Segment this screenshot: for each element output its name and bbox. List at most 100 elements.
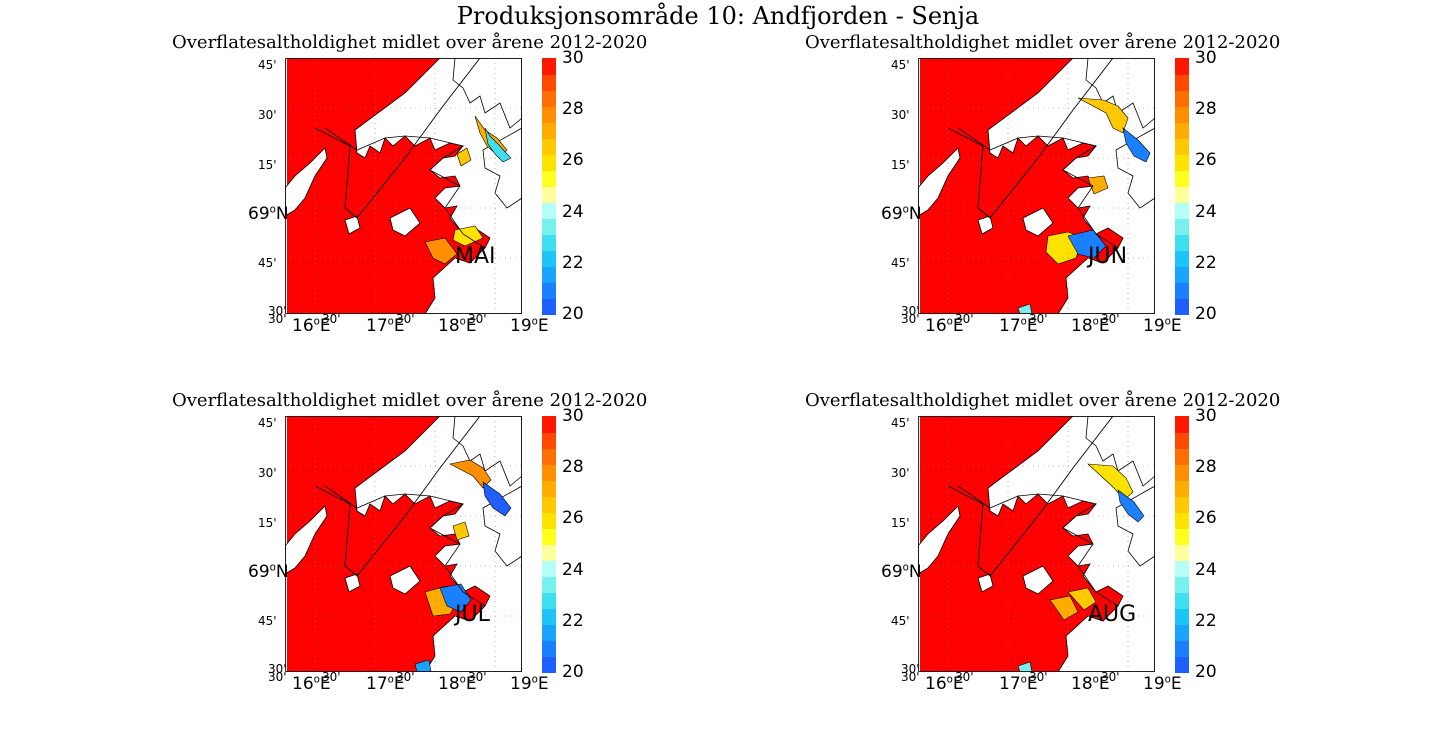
- colorbar-segment: [542, 250, 556, 267]
- lon-label-18e: 18oE: [438, 674, 477, 694]
- lon-label-19e: 19oE: [510, 316, 549, 336]
- lon-label-16e: 16oE: [292, 674, 331, 694]
- lat-label: 15': [891, 158, 910, 172]
- lon-label: 30': [268, 312, 287, 326]
- lat-label: 45': [891, 58, 910, 72]
- colorbar-tick-label: 30: [562, 48, 584, 68]
- lon-label-18e: 18oE: [1071, 674, 1110, 694]
- lat-label: 15': [891, 516, 910, 530]
- lat-label: 45': [258, 58, 277, 72]
- panel-mai-title: Overflatesaltholdighet midlet over årene…: [172, 32, 648, 53]
- colorbar-tick-label: 30: [1195, 406, 1217, 426]
- colorbar-segment: [542, 656, 556, 673]
- colorbar-segment: [1175, 464, 1189, 481]
- lon-label: 30': [901, 670, 920, 684]
- colorbar-tick-label: 20: [562, 304, 584, 324]
- colorbar-segment: [542, 544, 556, 561]
- colorbar-tick-label: 22: [1195, 252, 1217, 273]
- panel-mai-colorbar: [542, 58, 556, 315]
- map-frame: [918, 416, 1155, 672]
- colorbar-segment: [542, 624, 556, 641]
- lon-label-17e: 17oE: [999, 316, 1038, 336]
- colorbar-tick-label: 20: [562, 662, 584, 682]
- colorbar-tick-label: 24: [562, 201, 584, 222]
- colorbar-tick-label: 28: [1195, 457, 1217, 478]
- colorbar-segment: [542, 234, 556, 251]
- colorbar-tick-label: 20: [1195, 662, 1217, 682]
- lat-label: 45': [891, 256, 910, 270]
- colorbar-tick-label: 26: [562, 150, 584, 171]
- lon-label-19e: 19oE: [510, 674, 549, 694]
- colorbar-segment: [542, 512, 556, 529]
- lon-label: 30': [268, 670, 287, 684]
- lat-label: 30': [258, 466, 277, 480]
- lat-label: 30': [891, 466, 910, 480]
- lon-label: 30': [1029, 312, 1048, 326]
- panel-jun-colorbar: [1175, 58, 1189, 315]
- lon-label: 30': [322, 312, 341, 326]
- colorbar-segment: [1175, 576, 1189, 593]
- colorbar-segment: [1175, 432, 1189, 449]
- colorbar-segment: [1175, 608, 1189, 625]
- fjord-salinity-4: [1017, 661, 1033, 672]
- colorbar-segment: [542, 480, 556, 497]
- colorbar-segment: [1175, 218, 1189, 235]
- panel-mai-map: [285, 58, 522, 314]
- colorbar-segment: [1175, 234, 1189, 251]
- colorbar-segment: [1175, 266, 1189, 283]
- colorbar-segment: [1175, 58, 1189, 75]
- land-mass-4: [389, 565, 421, 595]
- lon-label: 30': [322, 670, 341, 684]
- land-mass-1: [285, 147, 328, 217]
- lon-label-17e: 17oE: [366, 316, 405, 336]
- fjord-salinity-0: [1077, 97, 1129, 134]
- colorbar-segment: [1175, 122, 1189, 139]
- colorbar-tick-label: 30: [562, 406, 584, 426]
- lat-label: 30': [268, 662, 287, 676]
- lat-label: 30': [268, 304, 287, 318]
- colorbar-segment: [1175, 106, 1189, 123]
- fjord-salinity-1: [1117, 489, 1145, 523]
- lat-label: 45': [891, 416, 910, 430]
- lat-label-69n: 69oN: [881, 562, 922, 582]
- fjord-salinity-3: [1067, 229, 1107, 259]
- colorbar-segment: [1175, 138, 1189, 155]
- panel-jul-colorbar: [542, 416, 556, 673]
- coastline: [957, 127, 1119, 249]
- colorbar-segment: [542, 528, 556, 545]
- colorbar-tick-label: 28: [562, 99, 584, 120]
- colorbar-segment: [1175, 512, 1189, 529]
- lon-label-16e: 16oE: [925, 316, 964, 336]
- colorbar-segment: [542, 432, 556, 449]
- panel-jul-month-label: JUL: [455, 602, 490, 627]
- production-area-boundary: [947, 58, 1114, 219]
- fjord-salinity-3: [1067, 587, 1097, 611]
- colorbar-segment: [1175, 656, 1189, 673]
- fjord-salinity-2: [1049, 595, 1079, 621]
- panel-aug-map: [918, 416, 1155, 672]
- panel-jun-title: Overflatesaltholdighet midlet over årene…: [805, 32, 1281, 53]
- figure-title: Produksjonsområde 10: Andfjorden - Senja: [456, 2, 980, 30]
- coastline: [324, 127, 486, 249]
- land-mass-0: [354, 58, 522, 314]
- lon-label: 30': [1101, 312, 1120, 326]
- colorbar-segment: [542, 416, 556, 433]
- lat-label-69n: 69oN: [248, 562, 289, 582]
- colorbar-segment: [542, 282, 556, 299]
- production-area-boundary: [947, 416, 1114, 577]
- fjord-salinity-1: [1122, 127, 1151, 163]
- colorbar-segment: [542, 74, 556, 91]
- colorbar-segment: [1175, 528, 1189, 545]
- lat-label-69n: 69oN: [881, 204, 922, 224]
- colorbar-segment: [542, 154, 556, 171]
- colorbar-segment: [542, 560, 556, 577]
- panel-aug-colorbar: [1175, 416, 1189, 673]
- colorbar-tick-label: 26: [1195, 508, 1217, 529]
- land-mass-5: [344, 215, 361, 235]
- lon-label: 30': [1029, 670, 1048, 684]
- colorbar-segment: [542, 202, 556, 219]
- colorbar-segment: [542, 592, 556, 609]
- colorbar-segment: [1175, 416, 1189, 433]
- land-mass-5: [344, 573, 361, 593]
- colorbar-segment: [542, 122, 556, 139]
